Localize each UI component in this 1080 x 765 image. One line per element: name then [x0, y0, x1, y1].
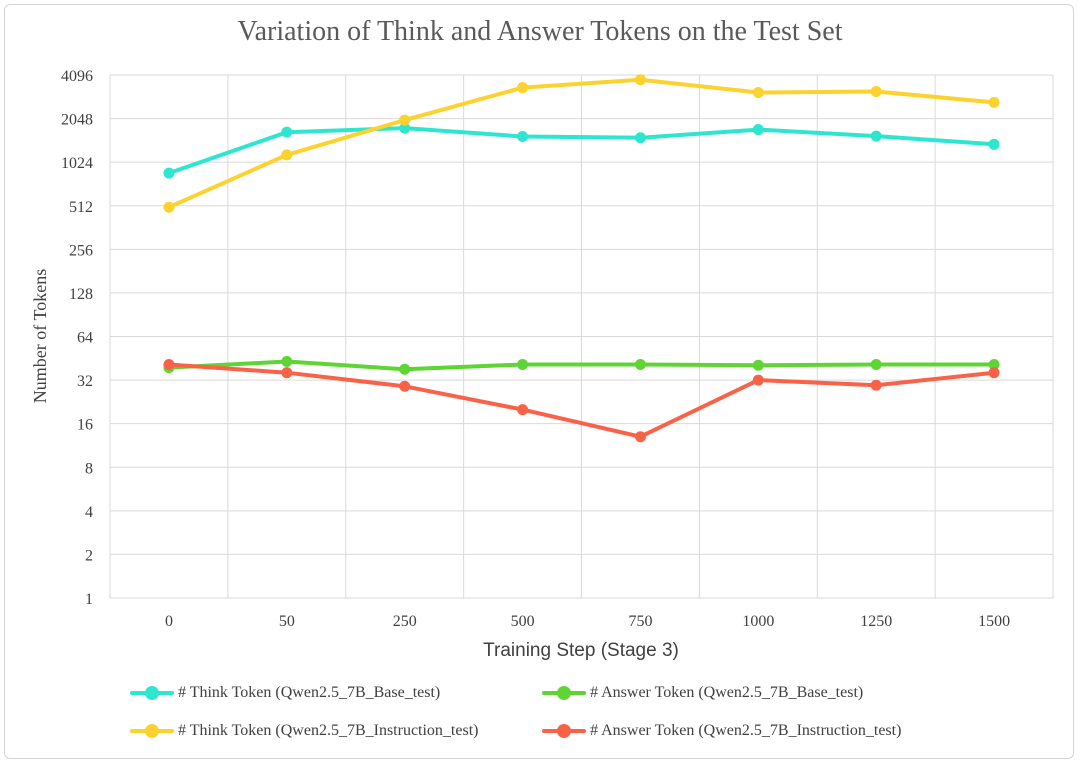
x-tick-label: 250	[393, 613, 417, 630]
data-point	[752, 374, 764, 386]
data-point	[399, 122, 411, 134]
legend-swatch	[542, 685, 586, 701]
y-tick-label: 4	[85, 504, 93, 521]
chart-title: Variation of Think and Answer Tokens on …	[237, 16, 843, 47]
y-axis-label: Number of Tokens	[30, 269, 50, 403]
y-tick-label: 512	[69, 199, 93, 216]
y-tick-label: 32	[77, 373, 93, 390]
data-point	[634, 431, 646, 443]
x-tick-label: 1500	[978, 613, 1010, 630]
y-tick-label: 4096	[61, 68, 93, 85]
y-tick-label: 16	[77, 417, 93, 434]
data-point	[517, 404, 529, 416]
data-point	[752, 359, 764, 371]
data-point	[517, 359, 529, 371]
series-line	[166, 126, 997, 176]
legend-label: # Answer Token (Qwen2.5_7B_Base_test)	[590, 684, 864, 701]
legend-swatch	[130, 685, 174, 701]
data-point	[634, 359, 646, 371]
legend-label: # Think Token (Qwen2.5_7B_Base_test)	[178, 684, 441, 701]
data-point	[988, 367, 1000, 379]
data-point	[399, 380, 411, 392]
data-point	[281, 126, 293, 138]
data-point	[752, 87, 764, 99]
x-tick-label: 50	[279, 613, 295, 630]
data-point	[870, 379, 882, 391]
legend-item: # Answer Token (Qwen2.5_7B_Base_test)	[542, 684, 863, 702]
data-point	[163, 359, 175, 371]
data-point	[634, 132, 646, 144]
data-point	[399, 363, 411, 375]
y-tick-label: 1	[85, 591, 93, 608]
data-point	[988, 96, 1000, 108]
legend-label: # Answer Token (Qwen2.5_7B_Instruction_t…	[590, 722, 902, 739]
data-point	[517, 82, 529, 94]
legend-item: # Think Token (Qwen2.5_7B_Instruction_te…	[130, 722, 478, 740]
y-tick-label: 2048	[61, 112, 93, 129]
y-tick-label: 64	[77, 330, 93, 347]
data-point	[752, 124, 764, 136]
y-tick-label: 8	[85, 460, 93, 477]
data-point	[281, 367, 293, 379]
data-point	[870, 86, 882, 98]
legend-swatch	[130, 723, 174, 739]
data-point	[399, 114, 411, 126]
data-point	[870, 130, 882, 142]
legend-label: # Think Token (Qwen2.5_7B_Instruction_te…	[178, 722, 479, 739]
data-point	[517, 131, 529, 143]
x-tick-label: 500	[511, 613, 535, 630]
data-point	[163, 167, 175, 179]
x-tick-label: 1000	[742, 613, 774, 630]
data-point	[281, 356, 293, 368]
legend-swatch	[542, 723, 586, 739]
series-line	[166, 359, 997, 372]
y-tick-label: 128	[69, 286, 93, 303]
y-tick-label: 2	[85, 547, 93, 564]
data-point	[634, 74, 646, 86]
y-tick-label: 1024	[61, 155, 93, 172]
data-point	[988, 138, 1000, 150]
data-point	[870, 359, 882, 371]
data-point	[281, 149, 293, 161]
x-tick-label: 750	[628, 613, 652, 630]
legend-item: # Think Token (Qwen2.5_7B_Base_test)	[130, 684, 440, 702]
x-axis-label: Training Step (Stage 3)	[483, 640, 679, 661]
x-tick-label: 1250	[860, 613, 892, 630]
series-line	[166, 77, 997, 210]
series-line	[166, 362, 997, 439]
legend-item: # Answer Token (Qwen2.5_7B_Instruction_t…	[542, 722, 901, 740]
data-point	[163, 201, 175, 213]
data-point	[988, 359, 1000, 371]
x-tick-label: 0	[165, 613, 173, 630]
y-tick-label: 256	[69, 242, 93, 259]
